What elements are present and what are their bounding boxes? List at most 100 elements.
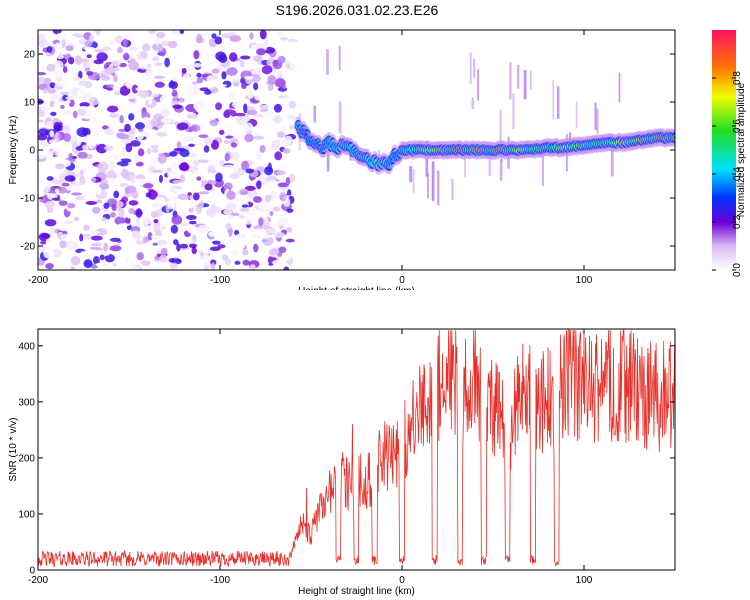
noise-blob bbox=[147, 71, 153, 81]
noise-blob bbox=[209, 246, 221, 251]
noise-blob bbox=[174, 185, 183, 190]
noise-blob bbox=[150, 93, 160, 98]
noise-blob bbox=[253, 55, 263, 63]
noise-blob bbox=[138, 89, 150, 99]
spectrogram-y-tick-label: 20 bbox=[24, 50, 36, 61]
noise-blob bbox=[128, 113, 135, 121]
noise-blob bbox=[115, 132, 126, 139]
noise-blob bbox=[38, 71, 47, 76]
noise-blob bbox=[49, 227, 55, 234]
noise-blob bbox=[86, 54, 92, 59]
noise-blob bbox=[135, 208, 143, 218]
noise-blob bbox=[128, 200, 139, 206]
colorbar-tick-label: 0.6 bbox=[732, 119, 743, 133]
noise-blob bbox=[256, 48, 266, 56]
noise-blob bbox=[125, 143, 133, 153]
noise-blob bbox=[185, 65, 194, 71]
faint-streak bbox=[427, 172, 429, 199]
noise-blob bbox=[229, 129, 234, 133]
colorbar-tick-label: 0.0 bbox=[732, 263, 743, 277]
noise-blob bbox=[68, 152, 73, 162]
noise-blob bbox=[95, 199, 103, 204]
noise-blob bbox=[45, 262, 54, 270]
noise-blob bbox=[54, 82, 64, 92]
noise-blob bbox=[283, 96, 294, 103]
noise-blob bbox=[205, 114, 216, 122]
noise-blob bbox=[112, 263, 118, 267]
faint-streak bbox=[488, 157, 492, 176]
spectrogram-y-axis-label: Frequency (Hz) bbox=[8, 116, 19, 185]
noise-blob bbox=[113, 74, 118, 83]
noise-blob bbox=[38, 76, 46, 86]
snr-chart: -200 -100 0 100 0 100 200 300 400 Height of strai… bbox=[8, 328, 676, 597]
noise-blob bbox=[192, 234, 197, 243]
noise-blob bbox=[54, 188, 59, 193]
noise-blob bbox=[52, 147, 63, 154]
noise-blob bbox=[277, 217, 290, 225]
noise-blob bbox=[264, 194, 272, 203]
noise-blob bbox=[179, 30, 185, 35]
noise-blob bbox=[273, 232, 286, 238]
noise-blob bbox=[65, 45, 74, 52]
noise-blob bbox=[129, 46, 138, 52]
noise-blob bbox=[243, 122, 254, 132]
noise-blob bbox=[278, 112, 291, 123]
faint-streak bbox=[464, 144, 466, 178]
noise-blob bbox=[101, 217, 107, 222]
noise-blob bbox=[258, 217, 264, 227]
spectrogram-y-tick-label: -10 bbox=[21, 194, 36, 205]
noise-blob bbox=[153, 218, 159, 224]
noise-blob bbox=[212, 240, 221, 245]
noise-blob bbox=[53, 121, 62, 132]
noise-blob bbox=[85, 168, 93, 176]
noise-blob bbox=[267, 75, 277, 85]
noise-blob bbox=[187, 126, 193, 133]
faint-streak bbox=[451, 178, 454, 200]
noise-blob bbox=[289, 125, 296, 130]
noise-blob bbox=[114, 216, 126, 226]
noise-blob bbox=[261, 164, 268, 168]
noise-blob bbox=[89, 230, 101, 234]
noise-blob bbox=[244, 75, 254, 80]
noise-blob bbox=[40, 240, 47, 245]
faint-streak bbox=[473, 58, 476, 78]
noise-blob bbox=[66, 187, 71, 191]
noise-blob bbox=[114, 67, 120, 72]
noise-blob bbox=[46, 63, 56, 72]
noise-blob bbox=[280, 37, 289, 41]
noise-blob bbox=[120, 146, 127, 155]
noise-blob bbox=[84, 80, 93, 89]
noise-blob bbox=[113, 164, 123, 175]
noise-blob bbox=[198, 134, 209, 138]
noise-blob bbox=[126, 93, 137, 100]
noise-blob bbox=[169, 151, 178, 157]
noise-blob bbox=[82, 233, 92, 240]
noise-blob bbox=[228, 214, 234, 220]
noise-blob bbox=[130, 37, 139, 45]
noise-blob bbox=[274, 78, 286, 88]
noise-blob bbox=[124, 123, 131, 132]
noise-blob bbox=[136, 178, 145, 186]
noise-blob bbox=[156, 31, 166, 39]
noise-blob bbox=[225, 223, 232, 230]
noise-blob bbox=[279, 191, 287, 202]
noise-blob bbox=[245, 63, 253, 70]
noise-blob bbox=[253, 196, 262, 203]
noise-blob bbox=[54, 42, 63, 51]
noise-blob bbox=[193, 101, 205, 111]
noise-blob bbox=[172, 180, 183, 184]
noise-blob bbox=[60, 91, 70, 96]
faint-streak bbox=[313, 105, 317, 123]
spectrogram-x-tick-label: 0 bbox=[399, 275, 405, 286]
faint-streak bbox=[326, 49, 329, 75]
noise-blob bbox=[38, 37, 48, 48]
noise-blob bbox=[185, 215, 197, 220]
noise-blob bbox=[256, 150, 262, 161]
noise-blob bbox=[221, 254, 229, 261]
noise-blob bbox=[201, 180, 207, 184]
noise-blob bbox=[195, 204, 202, 214]
noise-blob bbox=[76, 89, 84, 98]
noise-blob bbox=[276, 164, 288, 171]
noise-blob bbox=[80, 250, 91, 256]
noise-blob bbox=[69, 185, 81, 191]
